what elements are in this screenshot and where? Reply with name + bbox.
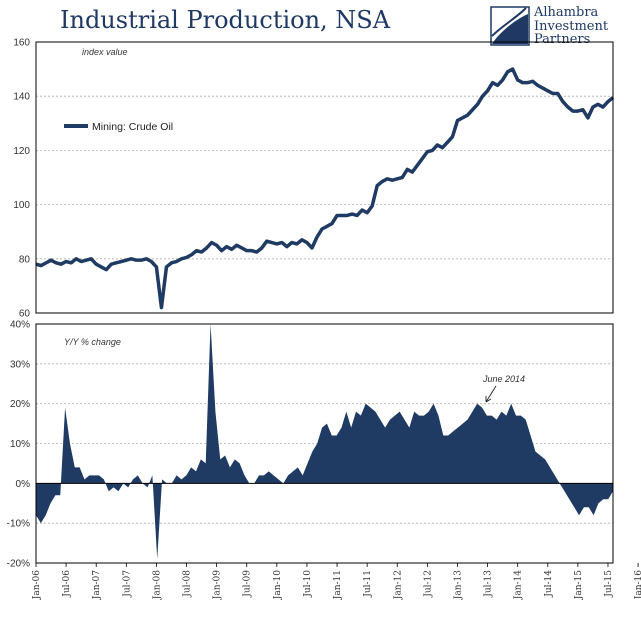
x-tick-label: Jan-15 <box>574 570 584 601</box>
top-y-tick-label: 160 <box>13 38 30 49</box>
x-tick-label: Jan-06 <box>32 570 42 601</box>
x-tick-label: Jan-14 <box>514 570 524 601</box>
chart-title: Industrial Production, NSA <box>60 6 391 34</box>
bottom-panel-frame <box>35 323 614 564</box>
top-panel-annotation: index value <box>82 47 128 57</box>
bottom-y-tick-label: -10% <box>7 519 30 530</box>
x-tick-label: Jan-08 <box>152 570 162 601</box>
callout-arrow-icon <box>485 385 497 403</box>
bottom-y-tick-label: 20% <box>10 399 30 410</box>
bottom-panel-annotation: Y/Y % change <box>64 337 121 347</box>
logo-line-2: Investment <box>534 18 609 34</box>
x-tick-label: Jan-11 <box>333 570 343 600</box>
x-tick-label: Jan-13 <box>453 570 463 601</box>
x-axis: Jan-06 Jul-06 Jan-07 Jul-07 Jan-08 Jul-08 Jan-… <box>32 563 641 600</box>
top-y-tick-label: 60 <box>19 309 31 320</box>
x-tick-label: Jul-09 <box>243 570 253 598</box>
bottom-y-tick-label: 0% <box>16 479 31 490</box>
bottom-y-tick-label: 30% <box>10 359 30 370</box>
top-panel: 60 80 100 120 140 160 index value Mining: Cru… <box>13 38 615 320</box>
x-tick-label: Jan-07 <box>92 570 102 601</box>
legend-label: Mining: Crude Oil <box>92 121 173 133</box>
x-tick-label: Jan-10 <box>273 570 283 601</box>
x-tick-label: Jan-09 <box>213 570 223 601</box>
x-tick-label: Jul-13 <box>484 570 494 598</box>
june-2014-callout: June 2014 <box>482 374 525 384</box>
series-area-yoy-change <box>36 324 613 560</box>
top-y-axis: 60 80 100 120 140 160 <box>13 38 30 320</box>
x-tick-label: Jul-08 <box>183 570 193 598</box>
top-y-tick-label: 140 <box>13 92 30 103</box>
x-tick-label: Jul-07 <box>122 570 132 598</box>
logo-mark-icon <box>490 6 530 46</box>
x-tick-label: Jan-16 <box>634 570 641 601</box>
x-tick-label: Jul-14 <box>544 570 554 598</box>
logo-text: Alhambra Investment Partners <box>534 6 608 47</box>
top-y-tick-label: 80 <box>19 254 31 265</box>
bottom-panel: -20% -10% 0% 10% 20% 30% 40% Y/Y % change June… <box>7 320 614 570</box>
bottom-y-tick-label: -20% <box>7 559 30 570</box>
x-tick-label: Jul-12 <box>423 570 433 598</box>
bottom-y-tick-label: 40% <box>10 320 30 331</box>
top-y-tick-label: 100 <box>13 200 30 211</box>
logo-line-3: Partners <box>534 32 591 47</box>
x-tick-label: Jul-10 <box>303 570 313 598</box>
company-logo: Alhambra Investment Partners <box>490 6 630 48</box>
x-tick-label: Jul-15 <box>604 570 614 598</box>
bottom-y-tick-label: 10% <box>10 439 30 450</box>
bottom-y-axis: -20% -10% 0% 10% 20% 30% 40% <box>7 320 30 570</box>
top-panel-frame <box>35 41 614 314</box>
x-tick-label: Jul-11 <box>363 570 373 598</box>
top-y-tick-label: 120 <box>13 146 30 157</box>
x-tick-label: Jul-06 <box>62 570 72 598</box>
x-tick-label: Jan-12 <box>393 570 403 600</box>
series-line-mining-crude-oil <box>35 67 615 310</box>
logo-line-1: Alhambra <box>534 5 599 20</box>
